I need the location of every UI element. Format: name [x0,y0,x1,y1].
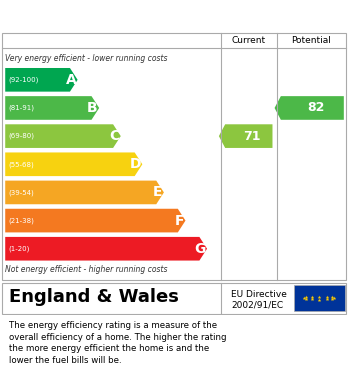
Text: (39-54): (39-54) [8,189,34,196]
Polygon shape [219,124,272,148]
Text: (81-91): (81-91) [8,105,34,111]
Text: Not energy efficient - higher running costs: Not energy efficient - higher running co… [5,265,168,274]
Polygon shape [5,209,185,232]
Text: The energy efficiency rating is a measure of the
overall efficiency of a home. T: The energy efficiency rating is a measur… [9,321,226,365]
Text: Current: Current [232,36,266,45]
Polygon shape [5,237,207,260]
Polygon shape [275,96,344,120]
Text: E: E [153,185,163,199]
Polygon shape [5,124,121,148]
Polygon shape [5,152,142,176]
Text: F: F [175,213,184,228]
Text: (92-100): (92-100) [8,77,38,83]
Text: B: B [87,101,98,115]
Text: (21-38): (21-38) [8,217,34,224]
Text: (55-68): (55-68) [8,161,34,167]
Text: G: G [194,242,206,256]
Text: 71: 71 [244,130,261,143]
Text: Potential: Potential [292,36,331,45]
Text: 82: 82 [307,102,324,115]
Text: Energy Efficiency Rating: Energy Efficiency Rating [9,9,219,23]
Text: 2002/91/EC: 2002/91/EC [231,300,284,309]
Text: (1-20): (1-20) [8,246,29,252]
Text: A: A [65,73,76,87]
Text: England & Wales: England & Wales [9,289,179,307]
Polygon shape [5,181,164,204]
Polygon shape [5,68,78,91]
Text: C: C [109,129,119,143]
Polygon shape [5,96,99,120]
Text: EU Directive: EU Directive [231,290,287,300]
Bar [294,285,345,311]
Text: (69-80): (69-80) [8,133,34,139]
Text: D: D [129,157,141,171]
Text: Very energy efficient - lower running costs: Very energy efficient - lower running co… [5,54,168,63]
